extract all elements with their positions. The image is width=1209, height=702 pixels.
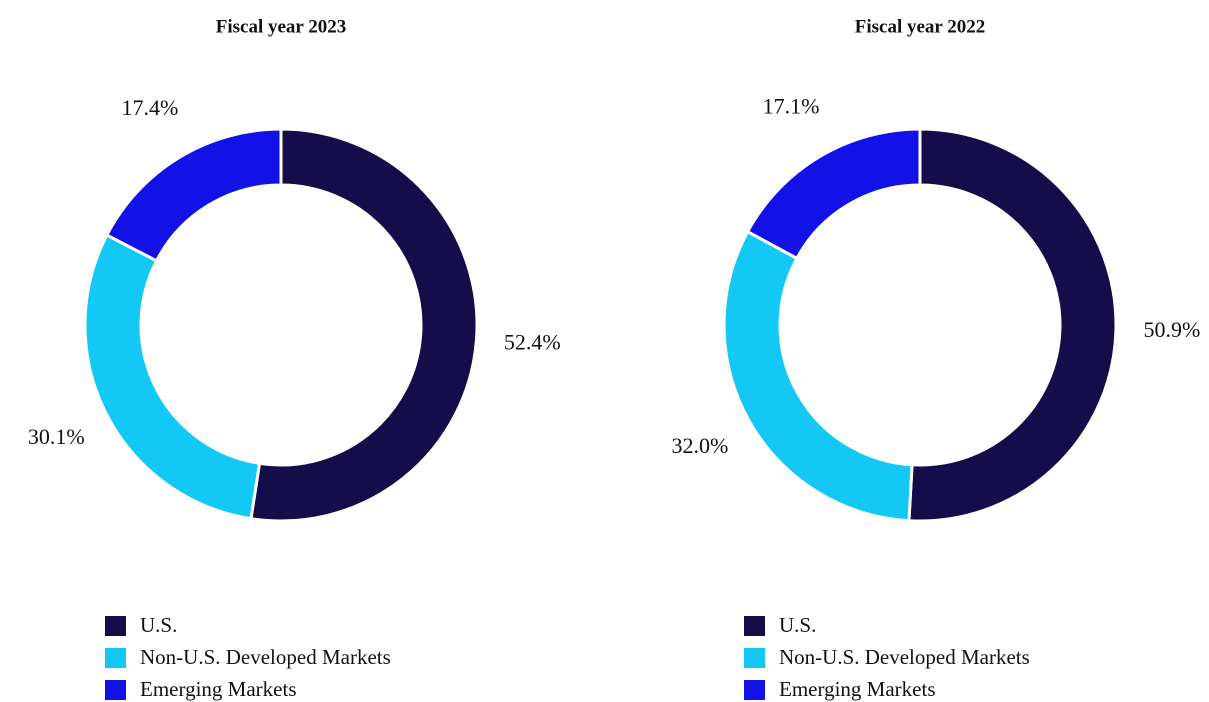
legend-swatch [105,616,126,636]
legend-swatch [105,648,126,668]
data-label: 17.4% [121,95,178,120]
legend-label: Non-U.S. Developed Markets [140,645,391,669]
legend-label: Emerging Markets [779,677,936,701]
donut-segment [249,127,479,523]
legend-swatch [744,680,765,700]
legend-swatch [744,616,765,636]
data-label: 17.1% [763,94,820,119]
legend-label: U.S. [140,613,177,637]
donut-segment [907,127,1118,523]
legend-swatch [105,680,126,700]
data-label: 52.4% [504,329,561,354]
legend-swatch [744,648,765,668]
chart-title: Fiscal year 2023 [216,16,347,37]
chart-title: Fiscal year 2022 [855,16,986,37]
legend-label: Non-U.S. Developed Markets [779,645,1030,669]
donut-segment [745,127,922,261]
donut-segment [104,127,283,263]
data-label: 32.0% [672,433,729,458]
donut-segment [722,229,914,523]
data-label: 30.1% [28,424,85,449]
legend-label: Emerging Markets [140,677,297,701]
legend-label: U.S. [779,613,816,637]
donut-segment [83,233,262,521]
data-label: 50.9% [1143,317,1200,342]
